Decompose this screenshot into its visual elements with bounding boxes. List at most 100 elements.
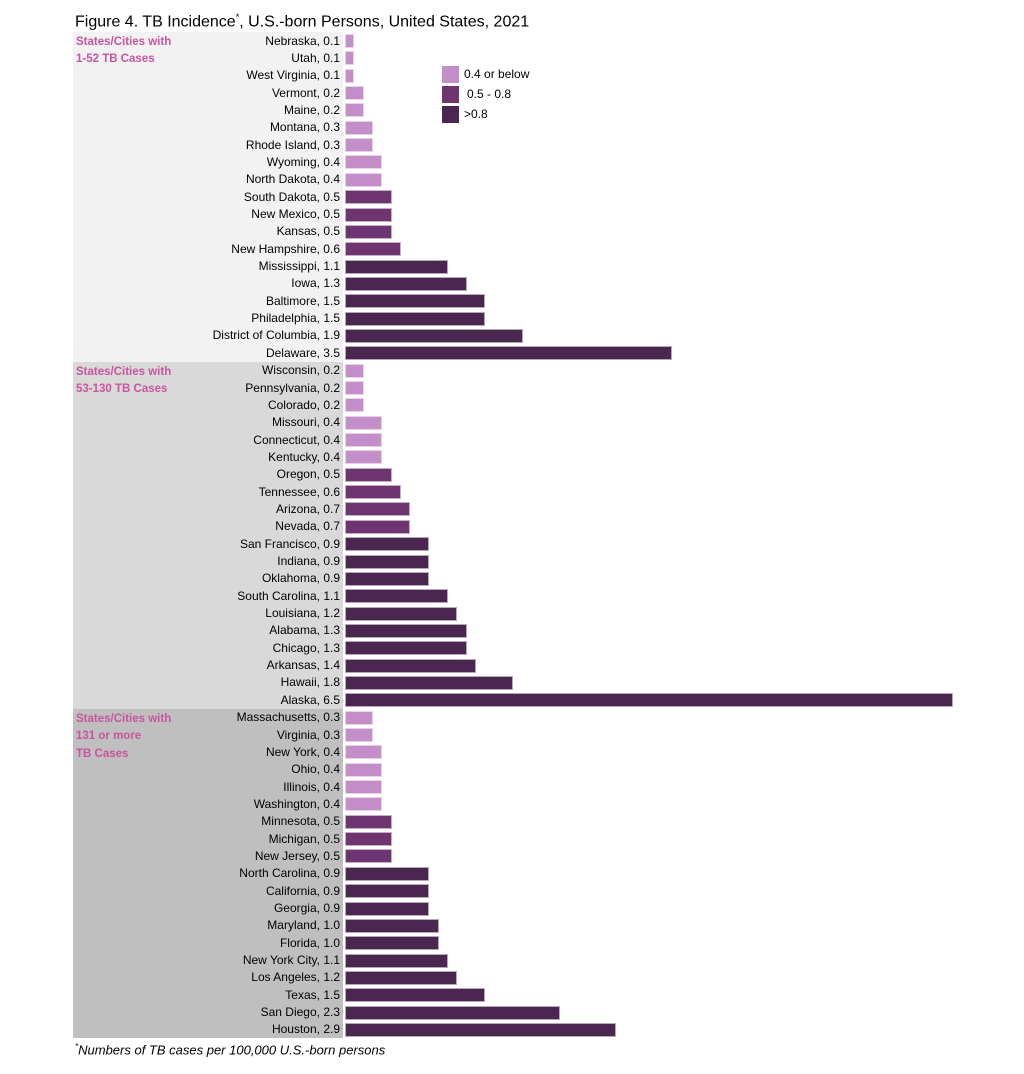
bar-label: Arizona, 0.7 xyxy=(275,501,340,516)
bar xyxy=(345,68,355,83)
bar xyxy=(345,832,392,847)
bar xyxy=(345,953,448,968)
bar xyxy=(345,606,458,621)
footnote-marker: * xyxy=(75,1042,79,1051)
group-panel: States/Cities with 1-52 TB Cases xyxy=(73,32,343,362)
bar-label: Los Angeles, 1.2 xyxy=(251,970,340,985)
bar xyxy=(345,762,383,777)
bar-label: Kentucky, 0.4 xyxy=(268,449,340,464)
bar xyxy=(345,745,383,760)
bar xyxy=(345,190,392,205)
group-label-line: States/Cities with xyxy=(76,712,172,725)
legend-swatch-low xyxy=(442,66,459,83)
bar xyxy=(345,467,392,482)
bar xyxy=(345,155,383,170)
bar-label: District of Columbia, 1.9 xyxy=(212,328,340,343)
bar xyxy=(345,918,439,933)
legend-item-mid: 0.5 - 0.8 xyxy=(442,86,582,104)
bar-label: Rhode Island, 0.3 xyxy=(245,137,340,152)
legend-label-mid: 0.5 - 0.8 xyxy=(467,87,512,101)
bar-label: Mississippi, 1.1 xyxy=(258,259,340,274)
bar-label: Alabama, 1.3 xyxy=(269,623,340,638)
bar xyxy=(345,398,364,413)
bar-label: Maryland, 1.0 xyxy=(267,918,340,933)
group-label-line: States/Cities with xyxy=(76,365,172,378)
bar xyxy=(345,710,374,725)
bar xyxy=(345,485,402,500)
bar xyxy=(345,1005,561,1020)
bar xyxy=(345,294,486,309)
bar xyxy=(345,901,430,916)
bar xyxy=(345,797,383,812)
group-label-line: 131 or more xyxy=(76,730,142,743)
bar-label: New Jersey, 0.5 xyxy=(254,848,340,863)
bar-label: Alaska, 6.5 xyxy=(280,692,340,707)
group-panel: States/Cities with 131 or more TB Cases xyxy=(73,708,343,1038)
bar-label: California, 0.9 xyxy=(265,883,340,898)
bar xyxy=(345,450,383,465)
bar xyxy=(345,814,392,829)
bar-label: Houston, 2.9 xyxy=(271,1022,340,1037)
bar xyxy=(345,502,411,517)
bar-label: Texas, 1.5 xyxy=(285,987,340,1002)
bar-label: New York City, 1.1 xyxy=(242,953,340,968)
bar xyxy=(345,311,486,326)
bar-label: Vermont, 0.2 xyxy=(271,85,340,100)
bar xyxy=(345,138,374,153)
bar-label: Arkansas, 1.4 xyxy=(266,658,340,673)
bar-label: Massachusetts, 0.3 xyxy=(236,710,340,725)
bar-label: New York, 0.4 xyxy=(265,744,340,759)
bar xyxy=(345,103,364,118)
bar xyxy=(345,415,383,430)
group-label-line: States/Cities with xyxy=(76,36,172,48)
bar-label: North Dakota, 0.4 xyxy=(245,172,340,187)
bar-label: San Diego, 2.3 xyxy=(260,1005,340,1020)
bar-label: Illinois, 0.4 xyxy=(283,779,340,794)
bar-label: San Francisco, 0.9 xyxy=(239,536,340,551)
bar-label: Wisconsin, 0.2 xyxy=(261,363,340,378)
bar-label: Iowa, 1.3 xyxy=(291,276,340,291)
bar xyxy=(345,242,402,257)
chart-title: Figure 4. TB Incidence*, U.S.-born Perso… xyxy=(75,12,529,31)
bar-label: South Carolina, 1.1 xyxy=(237,588,340,603)
bar xyxy=(345,346,673,361)
bar xyxy=(345,884,430,899)
bar-label: Baltimore, 1.5 xyxy=(265,293,340,308)
legend-item-high: >0.8 xyxy=(442,106,582,124)
legend-swatch-high xyxy=(442,106,459,123)
legend-swatch-mid xyxy=(442,86,459,103)
legend-label-high: >0.8 xyxy=(464,107,488,121)
bar-label: Missouri, 0.4 xyxy=(271,415,340,430)
bar xyxy=(345,120,374,135)
bar-label: Delaware, 3.5 xyxy=(265,345,340,360)
footnote-text: Numbers of TB cases per 100,000 U.S.-bor… xyxy=(78,1042,386,1058)
bar-label: Florida, 1.0 xyxy=(279,935,340,950)
title-footnote-marker: * xyxy=(235,12,240,22)
bar-label: North Carolina, 0.9 xyxy=(239,866,340,881)
bar-label: Connecticut, 0.4 xyxy=(253,432,340,447)
bar xyxy=(345,363,364,378)
bar xyxy=(345,936,439,951)
footnote: *Numbers of TB cases per 100,000 U.S.-bo… xyxy=(75,1042,385,1057)
bar-label: New Hampshire, 0.6 xyxy=(231,241,340,256)
bar-label: Wyoming, 0.4 xyxy=(266,154,340,169)
bar-label: Tennessee, 0.6 xyxy=(258,484,340,499)
group-label-line: TB Cases xyxy=(76,747,129,760)
bar-label: Kansas, 0.5 xyxy=(276,224,340,239)
group-label: States/Cities with 131 or more TB Cases xyxy=(76,711,196,763)
bar-label: Washington, 0.4 xyxy=(253,796,340,811)
title-text-rest: , U.S.-born Persons, United States, 2021 xyxy=(239,13,530,31)
group-label-line: 1-52 TB Cases xyxy=(76,53,155,66)
bar-label: Montana, 0.3 xyxy=(269,120,340,135)
bar-label: Indiana, 0.9 xyxy=(277,554,340,568)
bar xyxy=(345,728,374,742)
bar xyxy=(345,641,467,656)
bar xyxy=(345,328,523,343)
bar xyxy=(345,224,392,239)
bar xyxy=(345,381,364,395)
bar-label: Oklahoma, 0.9 xyxy=(261,571,340,586)
bar-label: Georgia, 0.9 xyxy=(273,901,340,915)
bar-label: Virginia, 0.3 xyxy=(276,727,340,742)
bar xyxy=(345,172,383,187)
